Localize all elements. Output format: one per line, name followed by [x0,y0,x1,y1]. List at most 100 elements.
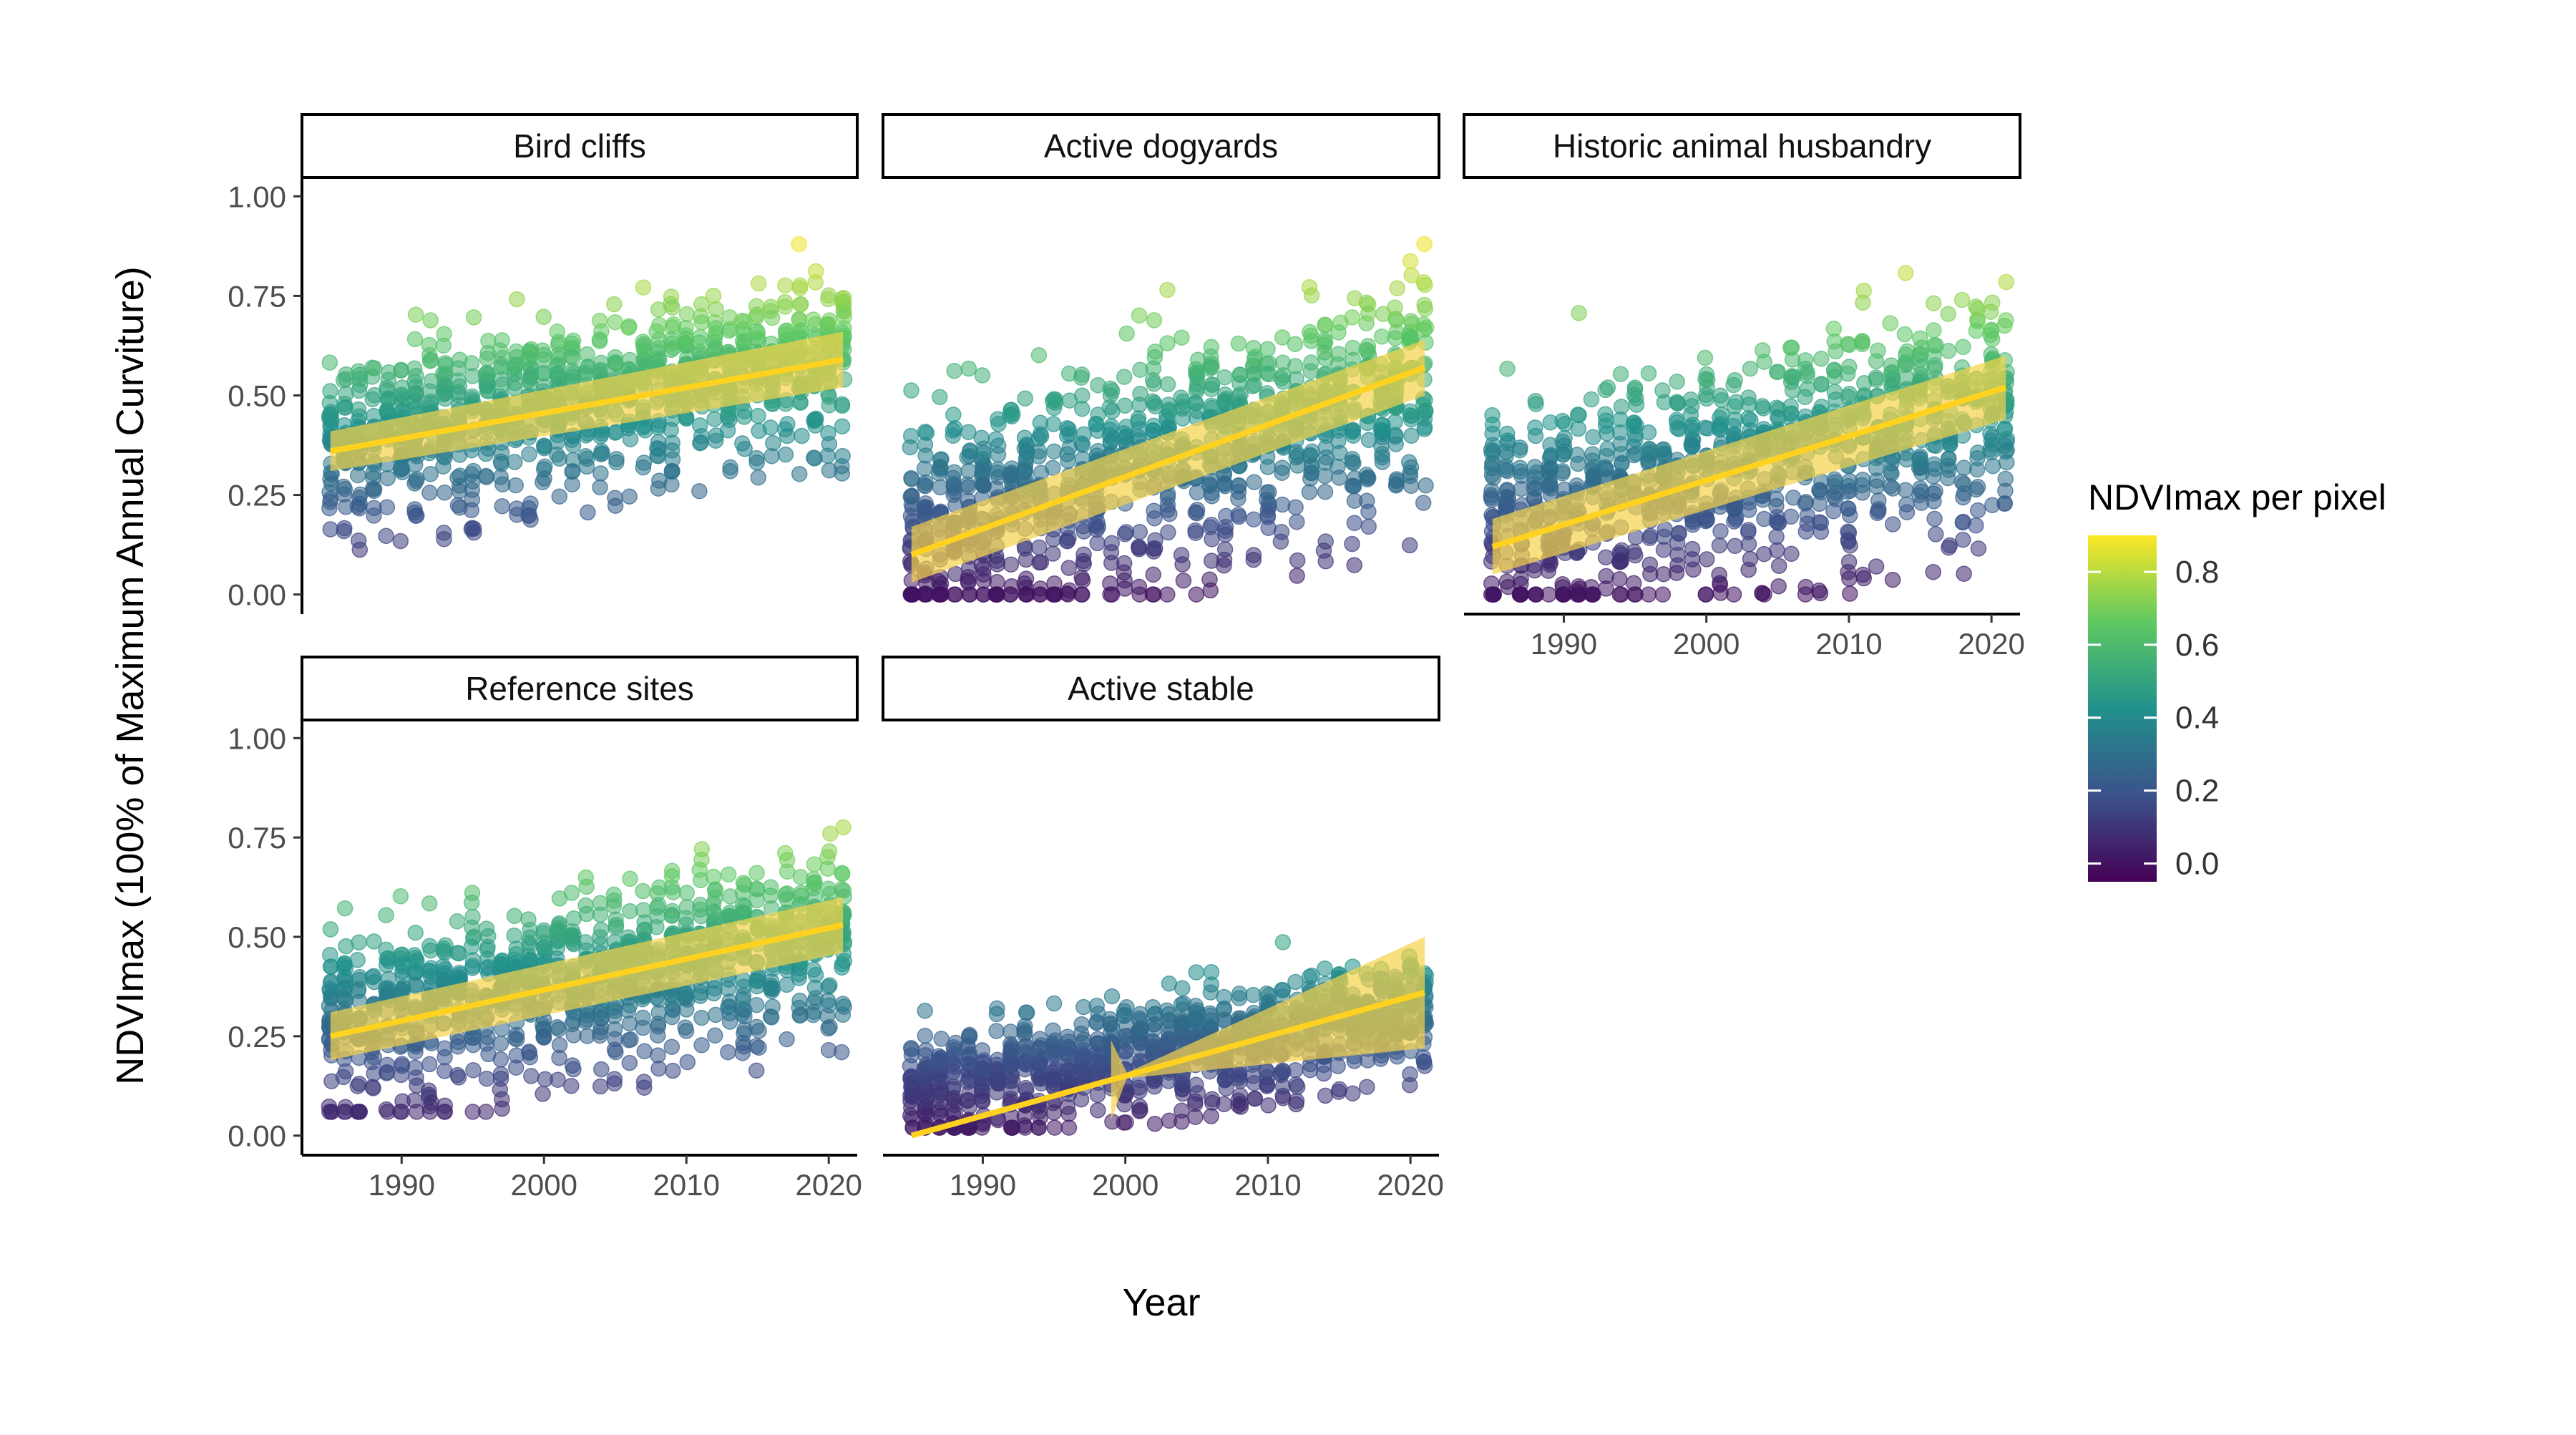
data-point [737,404,752,419]
data-point [1275,1079,1290,1094]
data-point [1317,543,1332,558]
data-point [1204,1109,1219,1124]
data-point [578,449,593,464]
data-point [1943,437,1958,452]
data-point [961,464,976,479]
data-point [1769,530,1784,545]
data-point [1018,391,1033,406]
data-point [379,942,394,957]
data-point [1657,543,1672,558]
data-point [1999,444,2014,459]
data-point [960,573,975,588]
data-point [1045,394,1060,409]
data-point [394,363,409,378]
data-point [1261,1098,1276,1113]
data-point [1162,507,1177,522]
data-point [1986,459,2001,474]
data-point [1941,462,1956,477]
data-point [1669,374,1684,389]
data-point [1500,426,1515,441]
data-point [509,292,525,307]
data-point [1074,1026,1089,1041]
data-point [1047,1072,1062,1087]
data-point [1062,426,1077,441]
data-point [693,436,708,451]
data-point [509,1060,524,1075]
data-point [409,307,424,322]
data-point [721,867,736,882]
data-point [919,425,934,440]
data-point [1074,587,1089,602]
data-point [1289,515,1304,530]
data-point [479,351,494,366]
data-point [961,361,976,376]
data-point [1956,532,1971,548]
data-point [594,1062,609,1077]
data-point [1132,525,1147,540]
data-point [1955,293,1970,308]
data-point [1302,324,1317,339]
data-point [550,447,565,462]
data-point [1743,361,1758,376]
data-point [904,429,919,444]
data-point [1045,1023,1060,1038]
data-point [975,1062,990,1077]
data-point [1174,1103,1189,1118]
data-point [1669,565,1684,580]
data-point [780,852,795,867]
data-point [621,320,636,335]
data-point [806,1004,821,1019]
data-point [564,349,579,364]
facet-strip-label: Historic animal husbandry [1553,127,1931,165]
data-point [1146,376,1161,391]
data-point [1586,429,1601,444]
data-point [1189,368,1204,383]
data-point [708,1028,723,1043]
data-point [763,420,778,435]
data-point [1060,1029,1075,1044]
data-point [379,958,394,973]
data-point [1132,308,1147,323]
data-point [1189,587,1204,602]
data-point [1003,557,1018,572]
data-point [1159,1036,1174,1051]
data-point [1046,532,1061,547]
data-point [1176,573,1191,588]
data-point [594,444,609,459]
data-point [1118,398,1133,413]
data-point [493,1052,508,1067]
data-point [945,1064,960,1079]
data-point [1304,288,1319,303]
data-point [821,881,836,896]
data-point [351,402,366,417]
data-point [452,970,467,985]
data-point [1769,492,1784,507]
data-point [679,885,694,900]
data-point [1404,459,1419,475]
data-point [607,893,622,908]
data-point [835,419,850,434]
data-point [932,1053,947,1068]
data-point [551,1022,566,1037]
data-point [1216,1096,1231,1111]
data-point [422,485,437,500]
data-point [464,939,479,954]
data-point [622,1056,637,1071]
data-point [1614,366,1629,381]
data-point [1485,408,1500,423]
data-point [366,508,381,523]
data-point [947,587,962,602]
data-point [1404,478,1419,493]
data-point [423,313,438,328]
data-point [1772,558,1787,573]
data-point [408,457,423,472]
data-point [975,368,990,383]
data-point [1304,459,1319,475]
data-point [1898,266,1913,281]
data-point [1713,421,1728,436]
data-point [494,1101,509,1117]
data-point [521,912,536,927]
data-point [537,438,552,453]
data-point [1246,475,1262,490]
